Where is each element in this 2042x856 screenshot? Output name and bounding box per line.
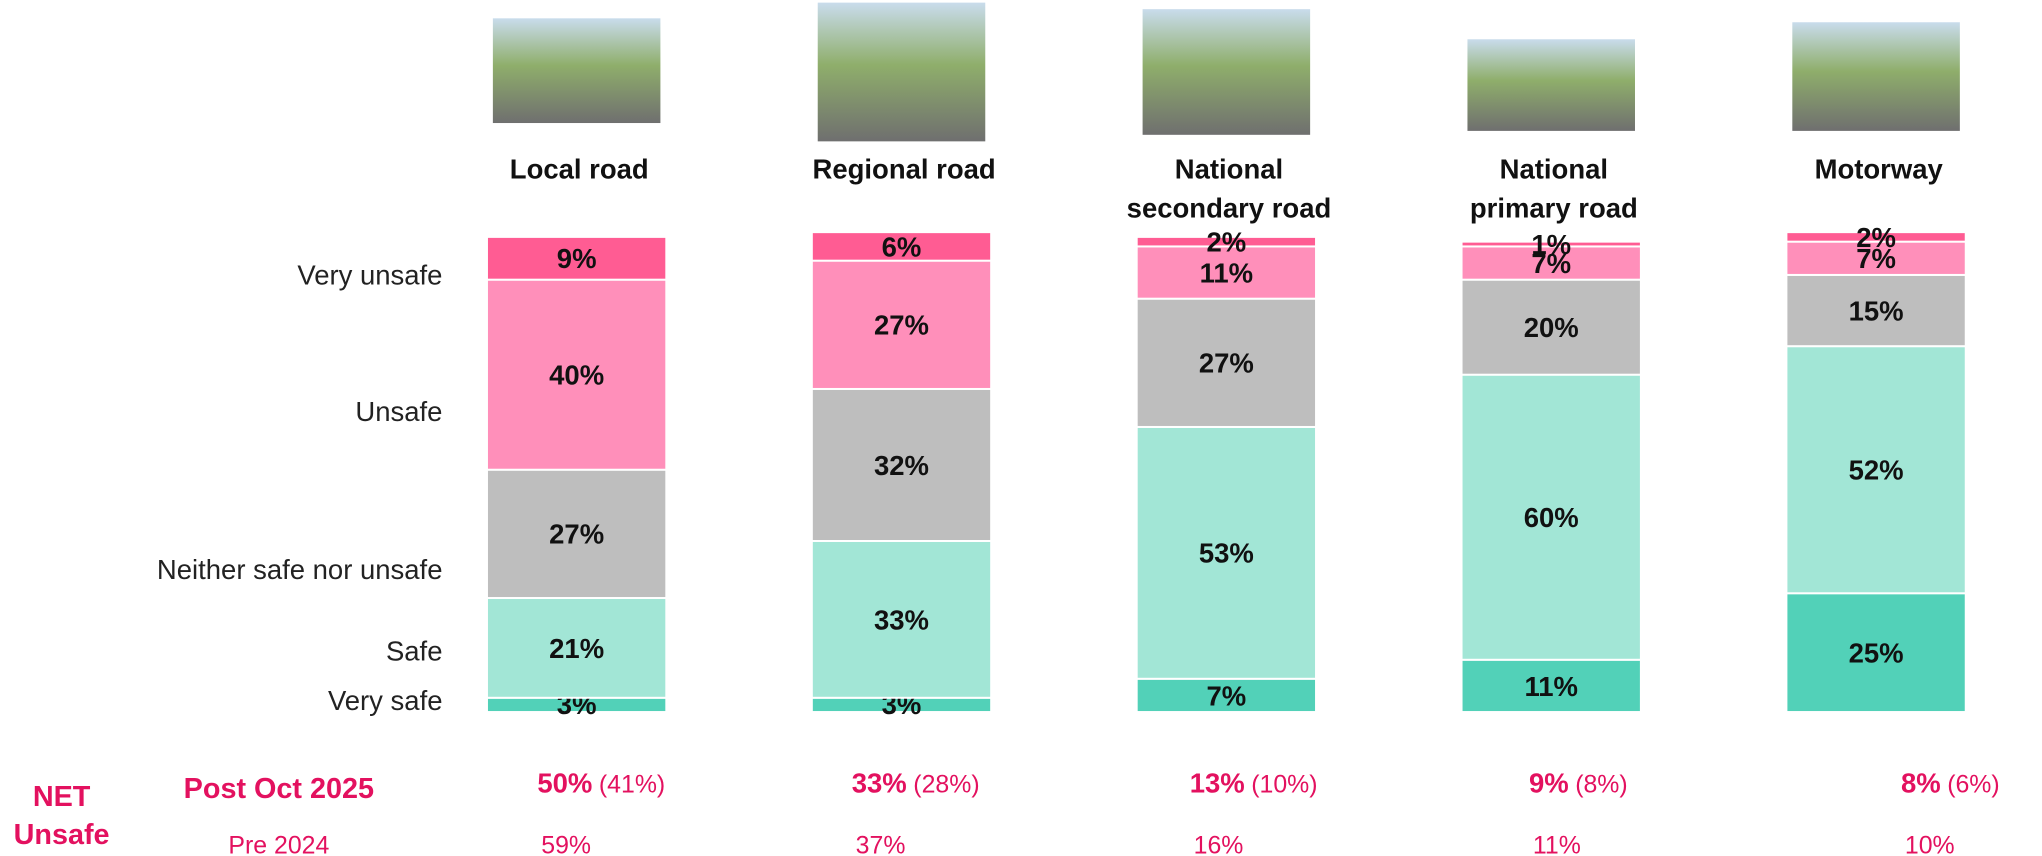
data-label: 27% [874,310,929,341]
bar-segment [1785,345,1967,595]
category-label: National primary road [1470,154,1638,224]
net-title: Unsafe [14,819,110,851]
data-label: 11% [1200,257,1253,288]
net-pre: 37% [856,831,906,856]
bar-segment [1460,373,1642,661]
bar-segment [1785,231,1967,243]
data-label: 21% [549,633,604,664]
net-post: 33% (28%) [852,768,980,799]
net-post-bracket: (10%) [1251,770,1317,798]
net-pre: 10% [1905,831,1955,856]
data-label: 60% [1524,502,1579,533]
legend-label: Safe [386,635,443,666]
bar-segment [1785,273,1967,348]
bar-segment [1135,297,1318,428]
category-label: Regional road [813,154,996,185]
bar-segment [810,387,993,542]
net-post-bracket: (6%) [1947,770,2000,798]
data-label: 7% [1856,243,1896,274]
net-pre: 11% [1533,831,1581,856]
net-post-bracket: (8%) [1575,770,1628,798]
net-pre: 59% [541,831,591,856]
net-post: 8% (6%) [1901,768,2000,799]
data-label: 2% [1207,227,1247,258]
data-label: 7% [1207,680,1247,711]
row-label: Pre 2024 [228,831,329,856]
data-label: 33% [874,604,929,635]
row-label: Post Oct 2025 [184,773,374,805]
data-label: 40% [549,360,604,391]
net-post-bracket: (41%) [599,770,665,798]
bar-segment [1135,425,1318,680]
net-title: NET [33,781,91,813]
data-label: 15% [1849,295,1904,326]
net-post-bracket: (28%) [913,770,979,798]
category-label: Motorway [1815,154,1944,185]
data-label: 9% [557,243,597,274]
legend-label: Very unsafe [297,260,442,291]
legend-label: Very safe [328,685,443,716]
bar-segment [1460,658,1642,714]
legend-label: Unsafe [355,396,442,427]
net-post-value: 8% [1901,768,1941,799]
category-label: Local road [510,154,649,185]
net-post-value: 9% [1529,768,1569,799]
net-pre: 16% [1194,831,1244,856]
data-label: 27% [1199,348,1254,379]
bar-segment [1460,278,1642,376]
bar-segment [810,259,993,390]
net-post-value: 50% [537,768,592,799]
bar-segment [486,597,668,699]
bar-segment [1460,245,1642,281]
net-post-value: 33% [852,768,907,799]
bar-segment [1135,235,1318,248]
data-label: 52% [1849,455,1904,486]
net-post: 9% (8%) [1529,768,1628,799]
legend-label: Neither safe nor unsafe [157,554,443,585]
road-photo [1467,39,1635,131]
data-label: 53% [1199,538,1254,569]
data-label: 20% [1524,312,1579,343]
bar-segment [486,235,668,281]
category-label: National secondary road [1127,154,1332,224]
net-post-value: 13% [1190,768,1245,799]
data-label: 2% [1856,222,1896,253]
net-post: 13% (10%) [1190,768,1318,799]
bar-segment [1785,592,1967,714]
road-photo [492,18,661,124]
bar-segment [810,231,993,262]
data-label: 6% [882,231,922,262]
data-label: 32% [874,450,929,481]
bar-segment [1460,240,1642,248]
data-label: 11% [1524,671,1577,702]
data-label: 25% [1849,638,1904,669]
net-post: 50% (41%) [537,768,665,799]
data-label: 7% [1531,248,1571,279]
data-label: 1% [1531,229,1571,260]
data-label: 27% [549,519,604,550]
road-photo [1792,22,1960,131]
bar-segment [1135,245,1318,300]
road-photo [817,2,986,142]
bar-segment [810,539,993,699]
bar-segment [486,278,668,471]
road-photo [1142,9,1311,135]
bar-segment [486,468,668,599]
